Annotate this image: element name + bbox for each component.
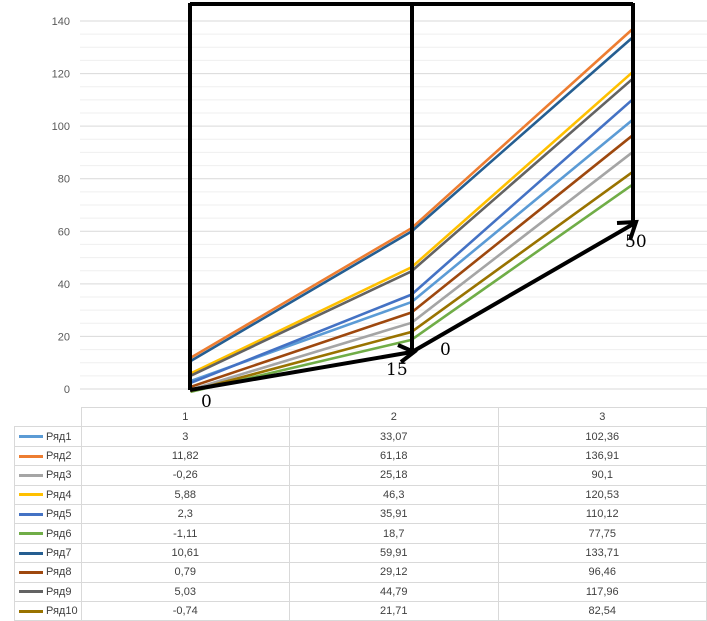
data-label: 77,75 <box>497 523 707 544</box>
table-row: Ряд6 -1,11 18,7 77,75 <box>14 523 707 544</box>
series-name: Ряд1 <box>46 430 72 443</box>
y-tick-label: 40 <box>58 279 70 291</box>
y-tick-label: 20 <box>58 331 70 343</box>
data-label: 25,18 <box>289 465 499 486</box>
data-label: 33,07 <box>289 426 499 447</box>
data-label: 46,3 <box>289 484 499 505</box>
y-tick-label: 120 <box>52 69 70 81</box>
data-label: 3 <box>80 426 290 447</box>
legend-swatch-icon <box>19 493 43 497</box>
table-row: Ряд4 5,88 46,3 120,53 <box>14 484 707 505</box>
y-tick-label: 0 <box>64 384 70 396</box>
data-label: 11,82 <box>80 445 290 467</box>
legend-entry: Ряд1 <box>14 426 82 447</box>
data-label: 5,03 <box>80 581 290 602</box>
data-label: 18,7 <box>289 523 499 544</box>
legend-entry: Ряд5 <box>14 503 82 525</box>
data-label: 21,71 <box>289 600 499 621</box>
series-name: Ряд9 <box>46 585 72 598</box>
overlay-label-0: 0 <box>201 392 212 407</box>
data-label: -1,11 <box>80 523 290 544</box>
series-name: Ряд4 <box>46 488 72 501</box>
legend-swatch-icon <box>19 532 43 536</box>
data-label: 133,71 <box>497 542 707 564</box>
overlay-label-3: 50 <box>625 232 647 252</box>
data-label: 96,46 <box>497 562 707 583</box>
chart-gridlines <box>80 20 707 390</box>
legend-swatch-icon <box>19 551 43 555</box>
table-row: Ряд1 3 33,07 102,36 <box>14 426 707 447</box>
legend-swatch-icon <box>19 570 43 574</box>
data-label: 35,91 <box>289 503 499 525</box>
data-label: 136,91 <box>497 445 707 467</box>
table-row: Ряд8 0,79 29,12 96,46 <box>14 562 707 583</box>
legend-swatch-icon <box>19 473 43 477</box>
legend-entry: Ряд7 <box>14 542 82 564</box>
data-label: 5,88 <box>80 484 290 505</box>
series-name: Ряд2 <box>46 449 72 462</box>
data-label: -0,26 <box>80 465 290 486</box>
data-label: 0,79 <box>80 562 290 583</box>
data-label: 120,53 <box>497 484 707 505</box>
table-row: Ряд2 11,82 61,18 136,91 <box>14 445 707 467</box>
data-label: 61,18 <box>289 445 499 467</box>
table-row: Ряд5 2,3 35,91 110,12 <box>14 503 707 525</box>
data-label: 110,12 <box>497 503 707 525</box>
overlay-label-1: 15 <box>386 360 408 380</box>
y-tick-label: 140 <box>52 16 70 28</box>
overlay-label-2: 0 <box>440 340 451 360</box>
legend-swatch-icon <box>19 590 43 594</box>
annotation-overlay: 0 15 0 50 <box>188 2 647 407</box>
legend-entry: Ряд8 <box>14 562 82 583</box>
table-row: Ряд9 5,03 44,79 117,96 <box>14 581 707 602</box>
data-label: 44,79 <box>289 581 499 602</box>
series-name: Ряд5 <box>46 508 72 521</box>
overlay-arrow-lower <box>189 350 413 392</box>
chart-data-table: 1 2 3 Ряд1 3 33,07 102,36 Ряд2 11,82 61,18 136,91 Р… <box>14 406 707 621</box>
data-label: -0,74 <box>80 600 290 621</box>
table-corner-cell <box>15 408 82 427</box>
legend-swatch-icon <box>19 609 43 613</box>
legend-entry: Ряд10 <box>14 600 82 621</box>
data-label: 29,12 <box>289 562 499 583</box>
data-label: 102,36 <box>497 426 707 447</box>
overlay-arrowhead-upper <box>616 219 639 241</box>
y-tick-label: 60 <box>58 226 70 238</box>
data-label: 10,61 <box>80 542 290 564</box>
category-label: 3 <box>497 406 707 428</box>
series-name: Ряд8 <box>46 566 72 579</box>
series-name: Ряд3 <box>46 469 72 482</box>
legend-entry: Ряд4 <box>14 484 82 505</box>
legend-swatch-icon <box>19 512 43 516</box>
legend-entry: Ряд6 <box>14 523 82 544</box>
data-label: 59,91 <box>289 542 499 564</box>
y-tick-label: 100 <box>52 121 70 133</box>
line-chart: 0 20 40 60 80 100 120 140 0 15 0 50 <box>52 2 707 407</box>
legend-swatch-icon <box>19 435 43 439</box>
category-label: 1 <box>80 406 290 428</box>
legend-entry: Ряд9 <box>14 581 82 602</box>
legend-entry: Ряд3 <box>14 465 82 486</box>
category-label: 2 <box>289 406 499 428</box>
series-name: Ряд10 <box>46 605 78 618</box>
series-name: Ряд7 <box>46 546 72 559</box>
legend-entry: Ряд2 <box>14 445 82 467</box>
table-row: Ряд7 10,61 59,91 133,71 <box>14 542 707 564</box>
table-row: Ряд10 -0,74 21,71 82,54 <box>14 600 707 621</box>
data-label: 82,54 <box>497 600 707 621</box>
y-axis-tick-labels: 0 20 40 60 80 100 120 140 <box>52 16 70 396</box>
y-tick-label: 80 <box>58 174 70 186</box>
table-row: Ряд3 -0,26 25,18 90,1 <box>14 465 707 486</box>
overlay-arrow-upper <box>410 221 637 354</box>
series-name: Ряд6 <box>46 527 72 540</box>
data-label: 90,1 <box>497 465 707 486</box>
data-label: 117,96 <box>497 581 707 602</box>
data-label: 2,3 <box>80 503 290 525</box>
legend-swatch-icon <box>19 454 43 458</box>
